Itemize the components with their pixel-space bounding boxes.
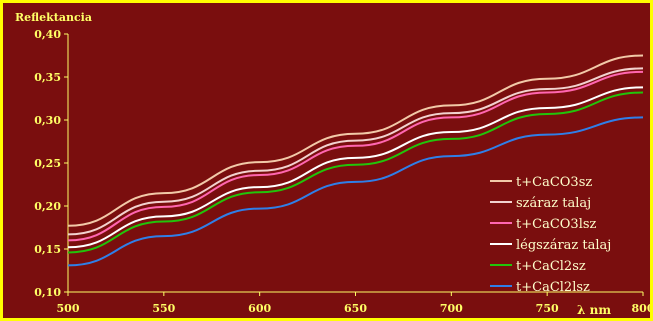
y-tick-label: 0,25 xyxy=(34,157,61,170)
y-tick-label: 0,30 xyxy=(34,114,61,127)
y-tick-label: 0,20 xyxy=(34,200,61,213)
x-tick-label: 550 xyxy=(152,302,175,315)
chart-frame: Reflektancia 0,10 0,15 0,20 0,25 0,30 0,35 0,4… xyxy=(3,3,650,318)
legend-label: t+CaCl2lsz xyxy=(516,280,590,295)
series-line-3 xyxy=(67,86,644,249)
series-line-0 xyxy=(67,54,644,227)
y-axis-label: Reflektancia xyxy=(15,11,92,24)
legend-label: t+CaCO3sz xyxy=(516,175,592,190)
y-tick-label: 0,40 xyxy=(34,28,61,41)
legend-label: légszáraz talaj xyxy=(516,238,611,253)
legend-label: száraz talaj xyxy=(516,196,591,211)
x-tick-label: 700 xyxy=(440,302,463,315)
y-tick-label: 0,10 xyxy=(34,286,61,299)
reflectance-chart: Reflektancia 0,10 0,15 0,20 0,25 0,30 0,35 0,4… xyxy=(15,11,650,317)
x-axis-label: λ nm xyxy=(577,303,611,317)
y-tick-label: 0,35 xyxy=(34,71,61,84)
x-tick-label: 600 xyxy=(248,302,271,315)
x-tick-label: 650 xyxy=(344,302,367,315)
legend: t+CaCO3sz száraz talaj t+CaCO3lsz légszáraz… xyxy=(490,175,611,295)
series-line-5 xyxy=(67,116,644,267)
x-tick-label: 750 xyxy=(536,302,559,315)
x-ticks: 500 550 600 650 700 750 800 xyxy=(57,292,650,315)
x-tick-label: 800 xyxy=(632,302,650,315)
series-line-4 xyxy=(67,91,644,254)
y-tick-label: 0,15 xyxy=(34,243,61,256)
y-ticks: 0,10 0,15 0,20 0,25 0,30 0,35 0,40 xyxy=(34,28,68,299)
x-tick-label: 500 xyxy=(57,302,80,315)
series-line-2 xyxy=(67,70,644,242)
series-lines xyxy=(67,54,644,267)
legend-label: t+CaCO3lsz xyxy=(516,217,597,232)
series-line-1 xyxy=(67,67,644,236)
legend-label: t+CaCl2sz xyxy=(516,259,586,274)
